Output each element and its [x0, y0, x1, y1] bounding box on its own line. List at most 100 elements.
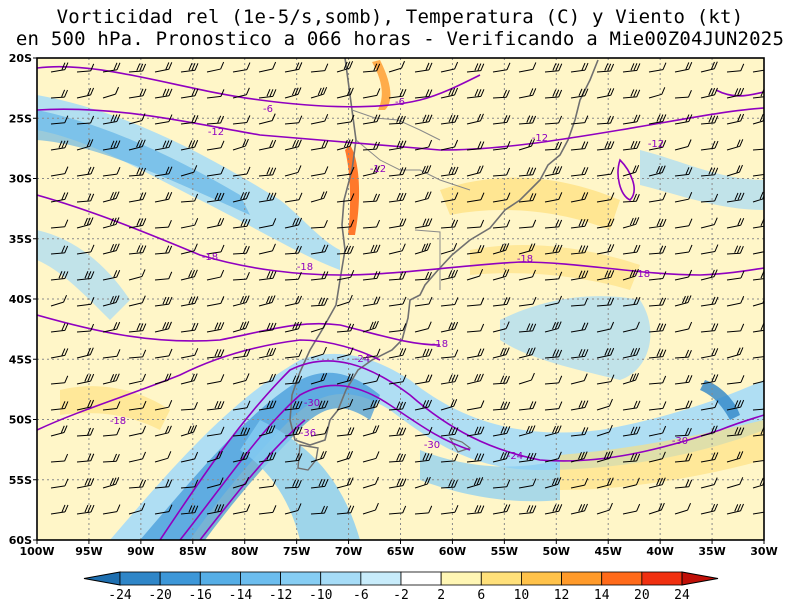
- wind-barb: [258, 61, 277, 73]
- lon-label: 95W: [75, 545, 102, 558]
- wind-barb: [76, 323, 95, 333]
- wind-barb: [518, 193, 537, 203]
- wind-barb: [518, 505, 537, 515]
- wind-barb: [388, 243, 406, 255]
- wind-barb: [648, 114, 667, 125]
- wind-barb: [362, 348, 381, 359]
- wind-barb: [128, 323, 147, 333]
- wind-barb: [232, 400, 251, 411]
- wind-barb: [180, 451, 199, 463]
- wind-barb: [622, 426, 641, 437]
- wind-barb: [258, 270, 277, 281]
- wind-barb: [232, 451, 250, 463]
- wind-barb: [492, 347, 510, 359]
- wind-barb: [544, 321, 562, 333]
- wind-barb: [518, 243, 536, 255]
- lon-label: 80W: [231, 545, 258, 558]
- wind-barb: [362, 425, 380, 437]
- lon-label: 100W: [19, 545, 54, 558]
- colorbar-swatch: [320, 571, 362, 586]
- wind-barb: [440, 242, 458, 255]
- wind-barb: [284, 115, 303, 125]
- wind-barb: [206, 244, 225, 255]
- wind-barb: [258, 192, 277, 203]
- wind-barb: [388, 401, 407, 411]
- wind-barb: [206, 166, 225, 177]
- wind-barb: [414, 476, 431, 489]
- wind-barb: [388, 140, 407, 151]
- wind-barb: [362, 193, 380, 203]
- wind-barb: [752, 69, 764, 73]
- wind-barb: [570, 451, 588, 463]
- wind-barb: [700, 167, 719, 177]
- wind-barb: [128, 113, 146, 125]
- wind-barb: [102, 477, 120, 489]
- contour-label: -18: [634, 269, 650, 280]
- wind-barb: [518, 88, 537, 99]
- wind-barb: [414, 296, 433, 307]
- wind-barb: [596, 63, 615, 73]
- lat-label: 50S: [9, 414, 32, 427]
- wind-barb: [310, 320, 327, 333]
- contour-label: -30: [424, 440, 440, 451]
- wind-barb: [752, 356, 764, 359]
- wind-barb: [128, 479, 147, 489]
- wind-barb: [128, 295, 146, 307]
- wind-barb: [128, 192, 147, 203]
- wind-barb: [258, 139, 277, 151]
- wind-barb: [518, 347, 536, 359]
- wind-barb: [518, 478, 537, 489]
- wind-barb: [154, 192, 173, 203]
- wind-barb: [50, 323, 69, 333]
- wind-barb: [128, 167, 147, 177]
- wind-barb: [336, 477, 354, 489]
- wind-barb: [102, 269, 121, 281]
- wind-barb: [440, 297, 459, 307]
- wind-barb: [648, 451, 666, 463]
- wind-barb: [102, 349, 121, 359]
- wind-barb: [284, 400, 303, 411]
- wind-barb: [336, 270, 355, 281]
- colorbar-swatch: [159, 571, 201, 586]
- wind-barb: [102, 140, 121, 151]
- wind-barb: [76, 193, 95, 203]
- wind-barb: [362, 165, 380, 177]
- wind-barb: [180, 424, 197, 437]
- wind-barb: [76, 139, 94, 151]
- wind-barb: [206, 296, 225, 307]
- wind-barb: [570, 62, 589, 73]
- wind-barb: [258, 400, 277, 411]
- wind-barb: [180, 88, 199, 99]
- wind-barb: [310, 478, 329, 489]
- wind-barb: [492, 89, 510, 99]
- wind-barb: [674, 89, 692, 99]
- wind-barb: [674, 244, 693, 255]
- wind-barb: [466, 297, 485, 307]
- wind-barb: [596, 218, 615, 229]
- contour-label: -24: [354, 354, 370, 365]
- colorbar-swatch: [119, 571, 161, 586]
- wind-barb: [570, 270, 589, 281]
- wind-barb: [674, 191, 693, 203]
- wind-barb: [622, 477, 640, 489]
- wind-barb: [258, 295, 276, 307]
- contour-label: -30: [672, 436, 688, 447]
- wind-barb: [206, 504, 225, 515]
- wind-barb: [258, 452, 277, 463]
- wind-barb: [518, 138, 535, 151]
- contour-label: -12: [648, 139, 664, 150]
- wind-barb: [128, 349, 147, 359]
- wind-barb: [414, 505, 433, 515]
- lon-label: 60W: [439, 545, 466, 558]
- wind-barb: [336, 166, 355, 177]
- lat-label: 35S: [9, 233, 32, 246]
- wind-barb: [362, 296, 381, 307]
- wind-barb: [622, 63, 641, 73]
- wind-barb: [752, 251, 764, 255]
- wind-barb: [570, 192, 589, 203]
- contour-label: -6: [263, 104, 273, 115]
- wind-barb: [674, 349, 692, 359]
- wind-barb: [76, 244, 95, 255]
- wind-barb: [726, 63, 745, 73]
- wind-barb: [388, 192, 407, 203]
